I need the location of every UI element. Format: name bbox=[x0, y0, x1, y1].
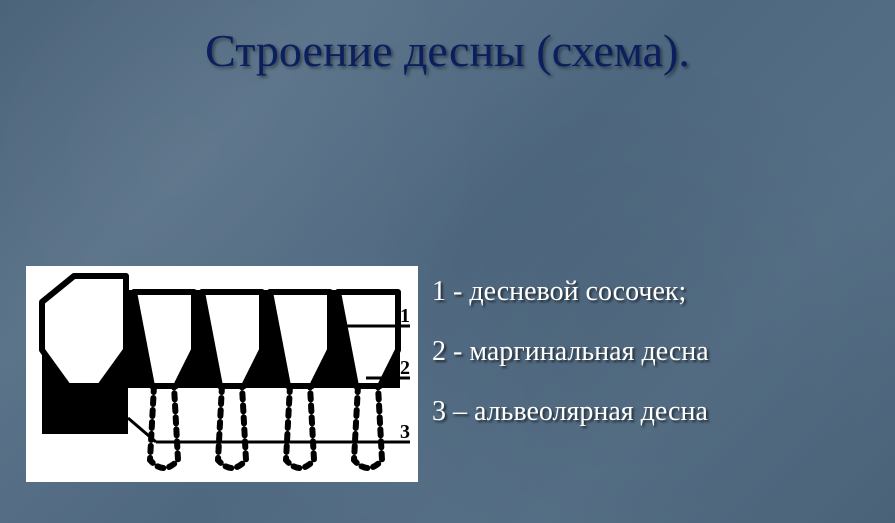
legend-item-2: 2 - маргинальная десна bbox=[432, 338, 872, 366]
legend-num-2: 2 bbox=[432, 336, 446, 367]
page-title: Строение десны (схема). bbox=[0, 24, 895, 77]
root-3 bbox=[218, 386, 246, 468]
legend-sep-2: - bbox=[446, 336, 469, 367]
crown-1 bbox=[42, 276, 126, 386]
legend-item-1: 1 - десневой сосочек; bbox=[432, 278, 872, 306]
diagram-label-2: 2 bbox=[400, 357, 410, 379]
diagram-label-3: 3 bbox=[400, 421, 410, 443]
root-4 bbox=[286, 386, 314, 468]
legend-text-1: десневой сосочек; bbox=[469, 276, 686, 307]
legend: 1 - десневой сосочек; 2 - маргинальная д… bbox=[432, 278, 872, 458]
root-2 bbox=[150, 386, 178, 468]
legend-text-3: альвеолярная десна bbox=[474, 396, 708, 427]
legend-item-3: 3 – альвеолярная десна bbox=[432, 398, 872, 426]
diagram-label-1: 1 bbox=[400, 305, 410, 327]
legend-sep-1: - bbox=[446, 276, 469, 307]
legend-num-3: 3 bbox=[432, 396, 446, 427]
legend-num-1: 1 bbox=[432, 276, 446, 307]
diagram-svg: 1 2 3 bbox=[26, 266, 418, 482]
root-5 bbox=[354, 386, 382, 468]
gum-structure-diagram: 1 2 3 bbox=[26, 266, 418, 482]
legend-sep-3: – bbox=[446, 396, 474, 427]
legend-text-2: маргинальная десна bbox=[469, 336, 708, 367]
